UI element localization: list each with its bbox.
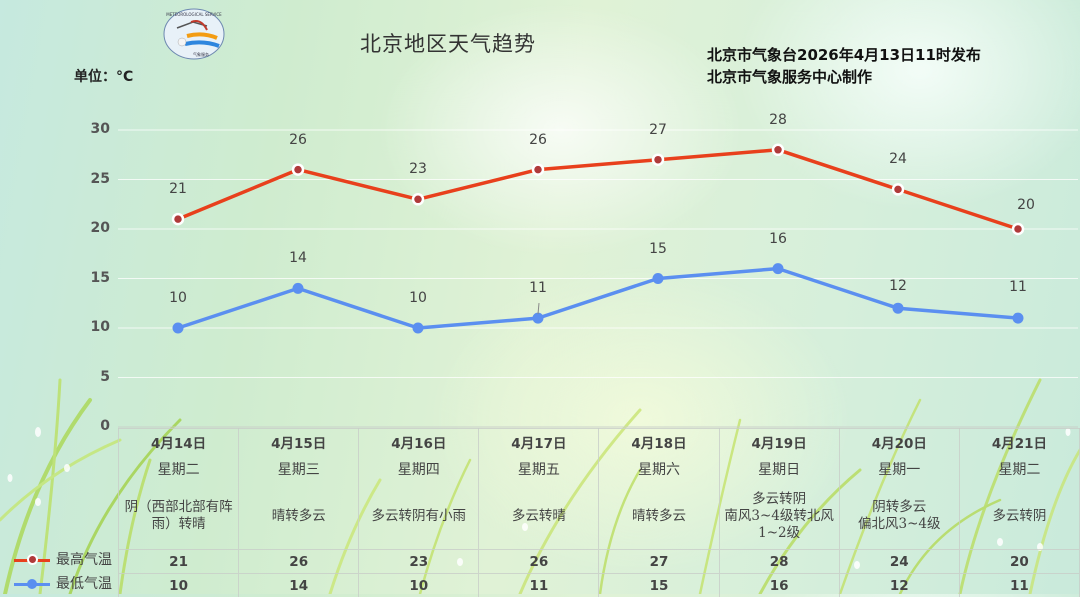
- data-label: 11: [998, 279, 1038, 295]
- data-label: 23: [398, 161, 438, 177]
- y-tick-label: 10: [70, 319, 110, 335]
- data-label: 27: [638, 122, 678, 138]
- cell-hi: 27: [599, 550, 719, 574]
- cell-week: 星期六: [599, 455, 719, 483]
- cell-week: 星期五: [479, 455, 599, 483]
- data-point-marker: [293, 165, 303, 175]
- y-tick-label: 20: [70, 220, 110, 236]
- cell-date: 4月18日: [599, 429, 719, 456]
- data-point-marker: [533, 165, 543, 175]
- cell-week: 星期二: [959, 455, 1079, 483]
- data-point-marker: [893, 184, 903, 194]
- cell-week: 星期三: [239, 455, 359, 483]
- y-tick-label: 15: [70, 270, 110, 286]
- legend-low-swatch: [14, 578, 50, 590]
- cell-desc: 多云转阴: [959, 483, 1079, 550]
- data-point-marker: [1013, 224, 1023, 234]
- cell-desc: 晴转多云: [239, 483, 359, 550]
- y-tick-label: 25: [70, 171, 110, 187]
- cell-week: 星期一: [839, 455, 959, 483]
- data-label: 20: [1006, 197, 1046, 213]
- data-point-marker: [653, 273, 664, 284]
- cell-lo: 10: [359, 574, 479, 597]
- cell-desc: 阴转多云偏北风3~4级: [839, 483, 959, 550]
- cell-desc: 晴转多云: [599, 483, 719, 550]
- data-label: 11: [518, 280, 558, 296]
- cell-week: 星期二: [119, 455, 239, 483]
- cell-desc: 多云转晴: [479, 483, 599, 550]
- legend-high-swatch: [14, 554, 50, 566]
- cell-hi: 23: [359, 550, 479, 574]
- cell-desc: 多云转阴有小雨: [359, 483, 479, 550]
- data-label: 26: [518, 132, 558, 148]
- legend-high: 最高气温: [14, 549, 112, 569]
- cell-lo: 11: [959, 574, 1079, 597]
- data-label: 12: [878, 278, 918, 294]
- legend-high-label: 最高气温: [56, 552, 112, 568]
- cell-hi: 24: [839, 550, 959, 574]
- cell-lo: 11: [479, 574, 599, 597]
- cell-hi: 28: [719, 550, 839, 574]
- data-point-marker: [293, 283, 304, 294]
- cell-hi: 21: [119, 550, 239, 574]
- cell-week: 星期四: [359, 455, 479, 483]
- cell-lo: 12: [839, 574, 959, 597]
- y-tick-label: 0: [70, 418, 110, 434]
- cell-date: 4月14日: [119, 429, 239, 456]
- data-point-marker: [653, 155, 663, 165]
- cell-date: 4月15日: [239, 429, 359, 456]
- cell-desc: 阴（西部北部有阵雨）转晴: [119, 483, 239, 550]
- data-label: 10: [398, 290, 438, 306]
- cell-date: 4月19日: [719, 429, 839, 456]
- cell-hi: 26: [239, 550, 359, 574]
- cell-lo: 14: [239, 574, 359, 597]
- cell-date: 4月17日: [479, 429, 599, 456]
- data-label: 26: [278, 132, 318, 148]
- data-point-marker: [413, 194, 423, 204]
- y-tick-label: 5: [70, 369, 110, 385]
- row-weekday: 星期二星期三星期四星期五星期六星期日星期一星期二: [119, 455, 1080, 483]
- data-label: 10: [158, 290, 198, 306]
- row-weather-description: 阴（西部北部有阵雨）转晴晴转多云多云转阴有小雨多云转晴晴转多云多云转阴南风3~4…: [119, 483, 1080, 550]
- data-label: 15: [638, 241, 678, 257]
- data-point-marker: [1013, 313, 1024, 324]
- data-label: 16: [758, 231, 798, 247]
- cell-hi: 20: [959, 550, 1079, 574]
- data-point-marker: [173, 323, 184, 334]
- cell-hi: 26: [479, 550, 599, 574]
- data-label: 14: [278, 250, 318, 266]
- data-point-marker: [173, 214, 183, 224]
- legend-low-label: 最低气温: [56, 576, 112, 592]
- cell-week: 星期日: [719, 455, 839, 483]
- data-label: 28: [758, 112, 798, 128]
- cell-desc: 多云转阴南风3~4级转北风1~2级: [719, 483, 839, 550]
- legend-low: 最低气温: [14, 573, 112, 593]
- cell-date: 4月16日: [359, 429, 479, 456]
- data-point-marker: [773, 263, 784, 274]
- cell-lo: 16: [719, 574, 839, 597]
- data-point-marker: [893, 303, 904, 314]
- data-label: 21: [158, 181, 198, 197]
- data-point-marker: [773, 145, 783, 155]
- data-point-marker: [413, 323, 424, 334]
- data-point-marker: [533, 313, 544, 324]
- cell-lo: 15: [599, 574, 719, 597]
- data-label: 24: [878, 151, 918, 167]
- cell-date: 4月21日: [959, 429, 1079, 456]
- cell-date: 4月20日: [839, 429, 959, 456]
- cell-lo: 10: [119, 574, 239, 597]
- y-tick-label: 30: [70, 121, 110, 137]
